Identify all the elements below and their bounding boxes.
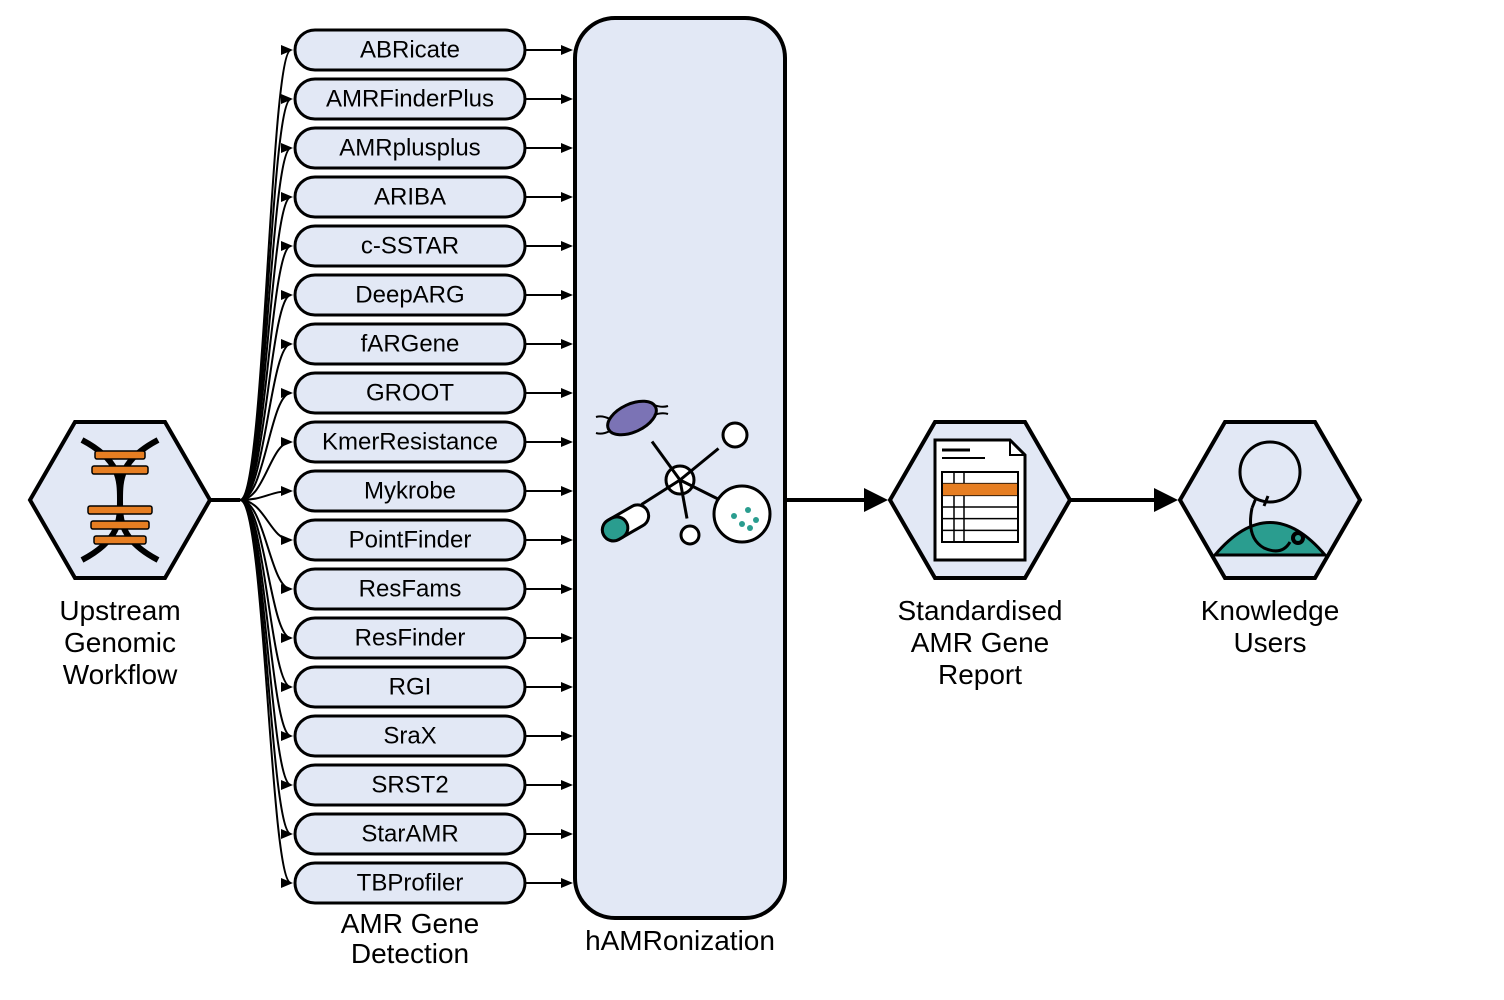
tool-label: PointFinder [349,526,472,553]
tool-label: ResFinder [355,624,466,651]
tool-label: fARGene [361,330,460,357]
tool-label: AMRplusplus [339,134,480,161]
tool-label: ResFams [359,575,462,602]
tool-label: Mykrobe [364,477,456,504]
tool-label: GROOT [366,379,454,406]
upstream-label: UpstreamGenomicWorkflow [59,595,180,690]
tools-column-label: AMR GeneDetection [341,908,480,969]
report-label: StandardisedAMR GeneReport [897,595,1062,690]
tool-label: TBProfiler [357,869,464,896]
tool-label: RGI [389,673,432,700]
fan-arrow [240,500,291,638]
workflow-diagram: UpstreamGenomicWorkflow ABRicate AMRFinder… [0,0,1504,1000]
tool-label: AMRFinderPlus [326,85,494,112]
tool-label: ABRicate [360,36,460,63]
tool-label: StarAMR [361,820,458,847]
tool-label: SRST2 [371,771,448,798]
tool-label: c-SSTAR [361,232,459,259]
users-label: KnowledgeUsers [1201,595,1340,658]
tool-label: SraX [383,722,436,749]
tool-label: KmerResistance [322,428,498,455]
hamronization-label: hAMRonization [585,925,775,956]
report-icon [935,440,1025,560]
tool-label: ARIBA [374,183,446,210]
tool-label: DeepARG [355,281,464,308]
